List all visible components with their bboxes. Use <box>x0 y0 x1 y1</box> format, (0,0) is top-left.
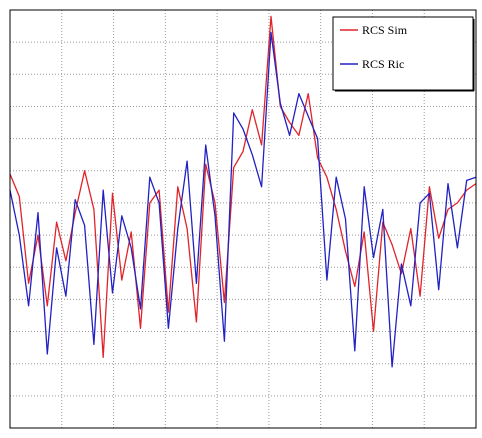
legend: RCS Sim RCS Ric <box>332 16 475 92</box>
legend-label-rcs-sim: RCS Sim <box>362 23 408 37</box>
series-line-rcs-sim <box>9 15 477 358</box>
plot-frame <box>9 9 477 429</box>
legend-label-rcs-ric: RCS Ric <box>362 57 404 71</box>
legend-box <box>332 16 474 91</box>
series-line-rcs-ric <box>9 31 477 368</box>
grid <box>10 10 476 428</box>
series-layer <box>9 15 477 368</box>
